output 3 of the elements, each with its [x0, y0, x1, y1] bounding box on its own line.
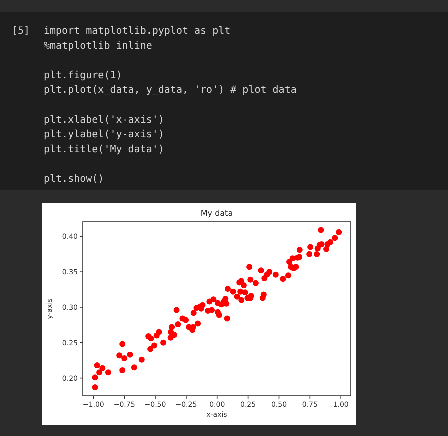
text: import matplotlib.pyplot as plt %matplotlib inline plt.figure(1) plt.plot(x_data, y_data, 'ro') # plot data plt.xlabel('x-axis') plt.ylabel('y-axis') plt.title('My data') plt.show(): [44, 26, 297, 185]
text: [5]: [12, 26, 30, 37]
chart-title: My data: [200, 209, 234, 218]
